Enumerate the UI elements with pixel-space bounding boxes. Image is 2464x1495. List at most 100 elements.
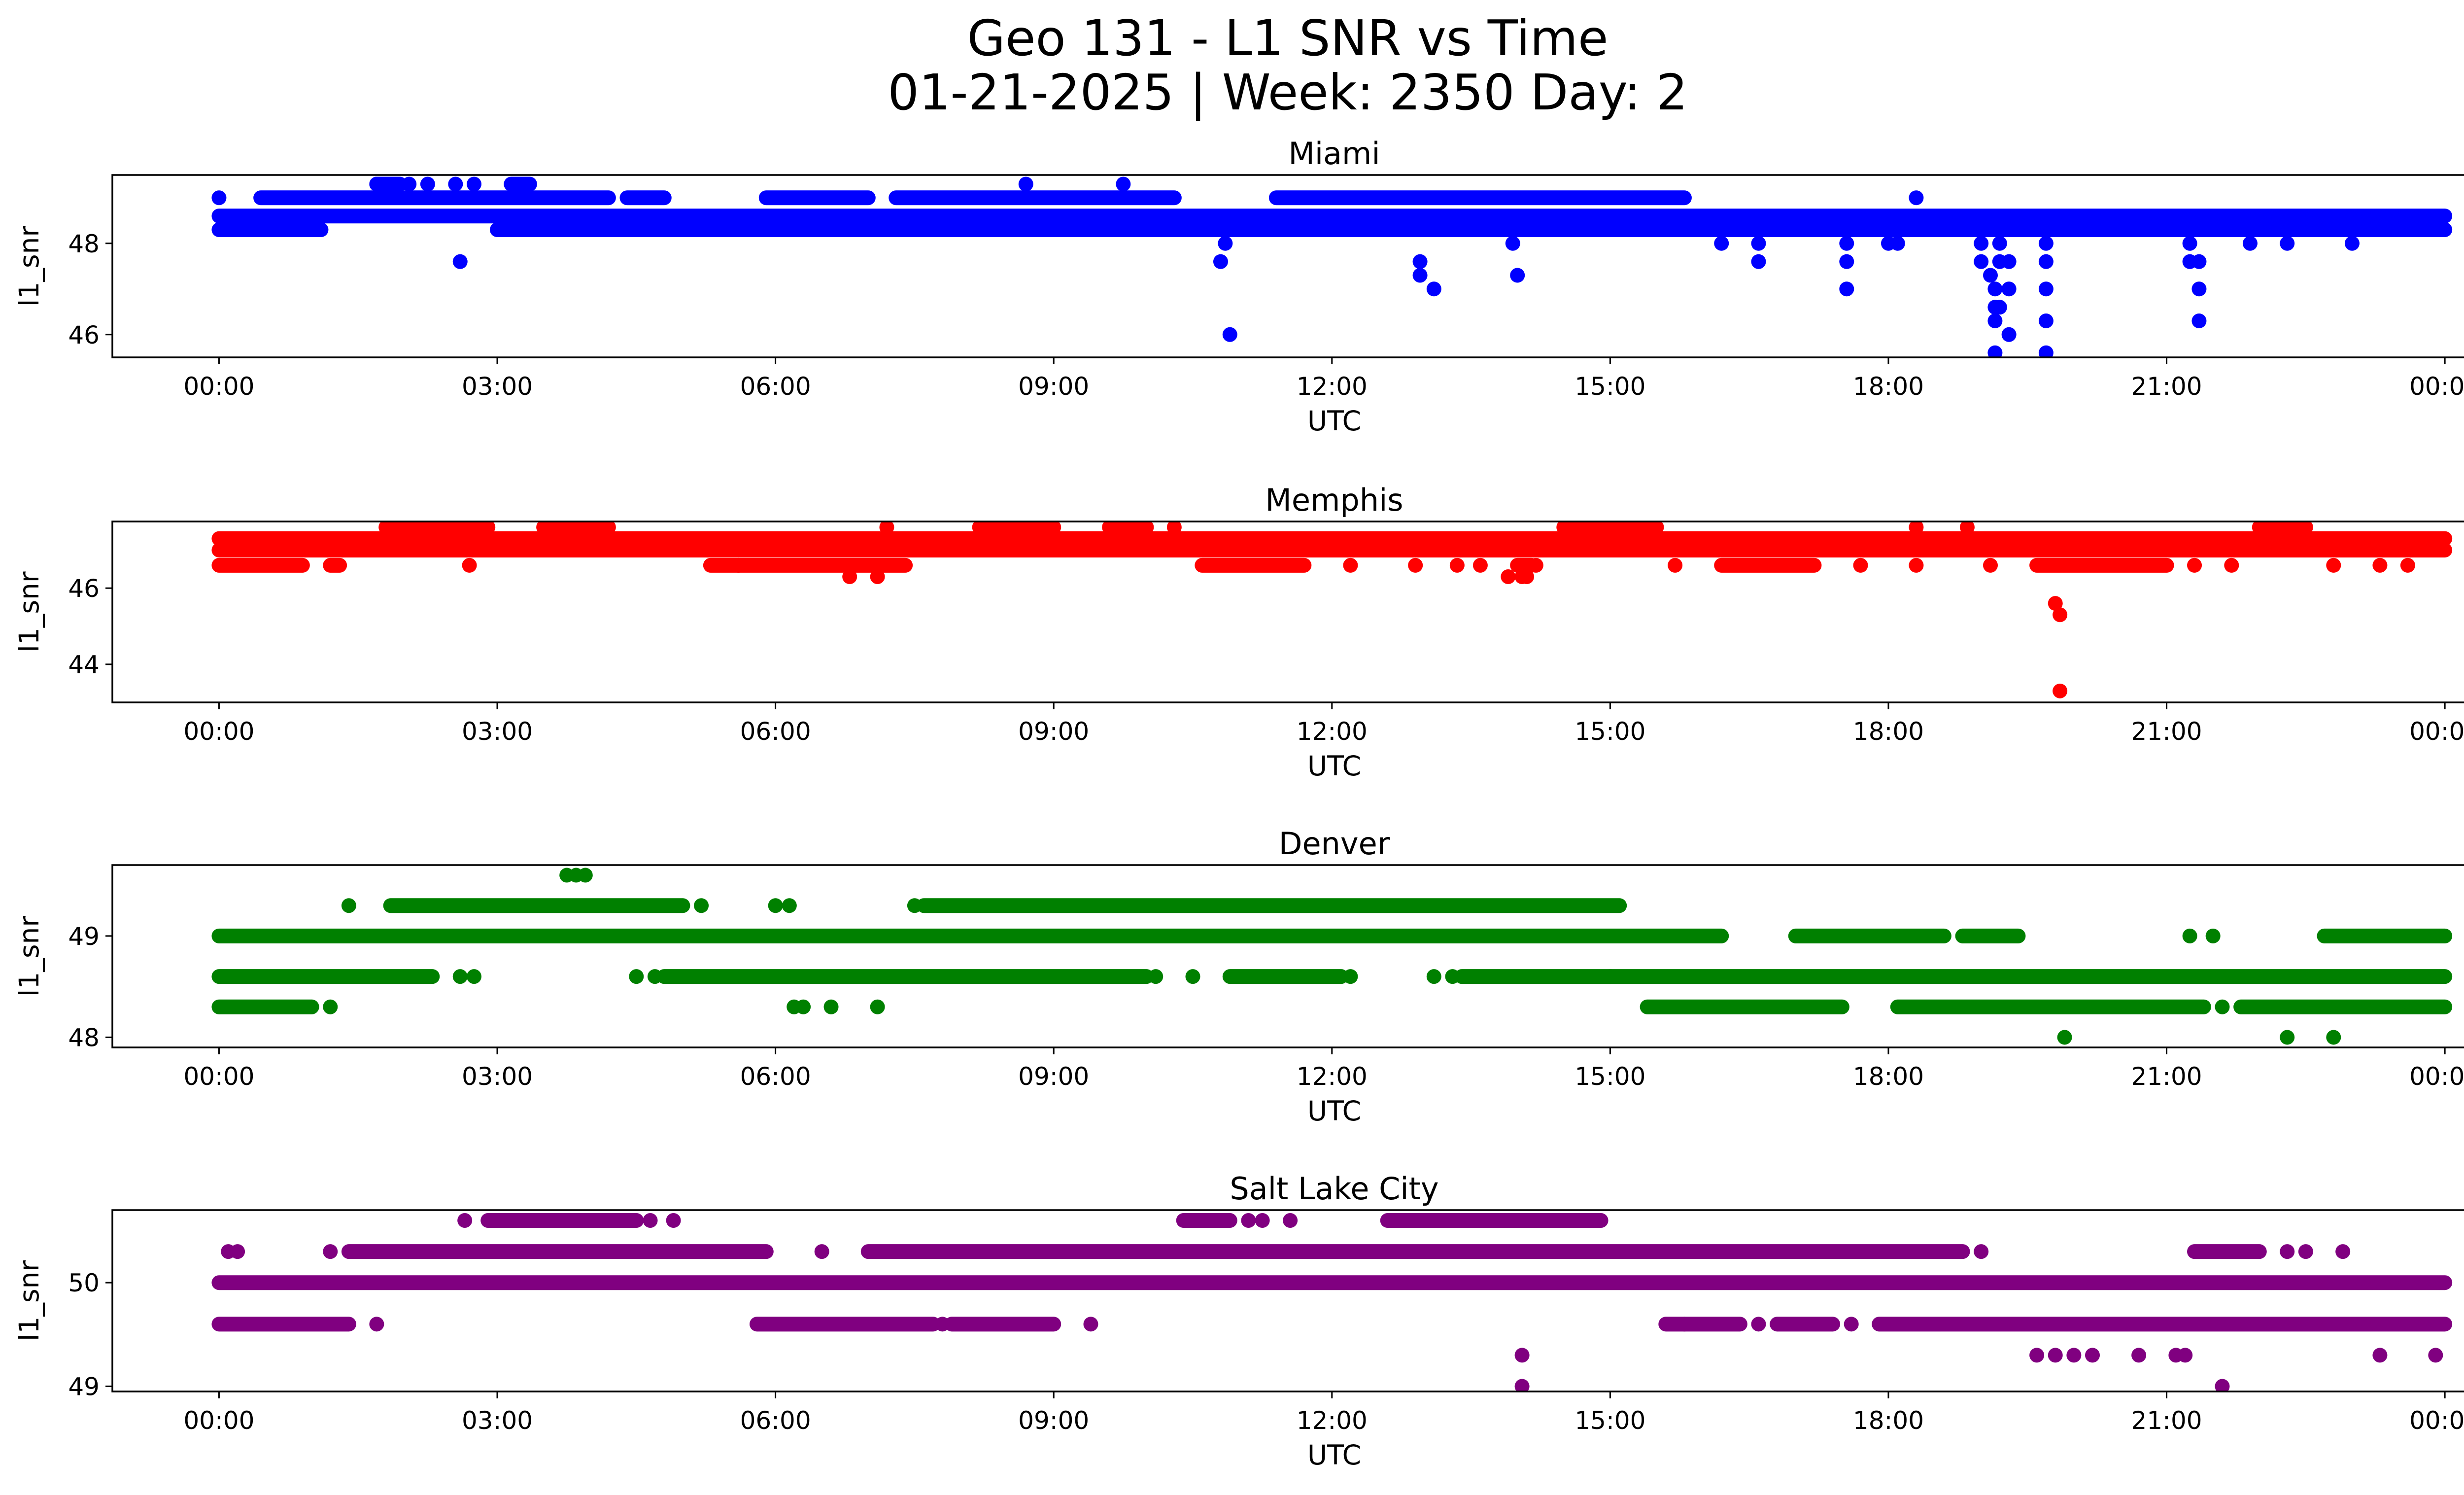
data-point — [462, 557, 477, 573]
data-point — [2372, 557, 2388, 573]
data-point — [2187, 557, 2202, 573]
data-point — [2038, 236, 2053, 251]
point-cluster — [2233, 999, 2453, 1014]
data-point — [1213, 254, 1228, 269]
data-point — [2191, 313, 2207, 328]
data-point — [1751, 236, 1766, 251]
data-point — [1222, 327, 1237, 342]
data-point — [870, 569, 885, 585]
data-point — [2182, 236, 2197, 251]
data-point — [2182, 928, 2197, 943]
point-cluster — [981, 522, 1061, 535]
point-cluster — [253, 190, 616, 206]
data-point — [694, 898, 709, 913]
data-point — [1909, 190, 1924, 206]
data-point — [1514, 1379, 1530, 1391]
point-cluster — [211, 928, 1729, 943]
data-point — [517, 176, 533, 192]
point-cluster — [211, 222, 329, 237]
data-point — [1018, 176, 1033, 192]
data-point — [2326, 1030, 2341, 1045]
data-point — [1987, 281, 2003, 297]
data-point — [2066, 1348, 2082, 1363]
data-point — [448, 176, 463, 192]
point-cluster — [1788, 928, 1951, 943]
data-point — [1844, 1317, 1859, 1332]
data-point — [2224, 557, 2239, 573]
x-tick-label: 09:00 — [1018, 1062, 1089, 1091]
x-tick-label: 06:00 — [740, 717, 811, 746]
x-tick-label: 00:00 — [183, 717, 254, 746]
point-cluster — [490, 222, 2453, 237]
point-cluster — [1380, 1213, 1608, 1228]
point-cluster — [1176, 1213, 1237, 1228]
data-point — [1974, 1244, 1989, 1259]
data-point — [1116, 176, 1131, 192]
panel-miami: Miami 00:00 03:00 06:00 09:00 12:00 15:00 18:00… — [13, 136, 2464, 437]
data-point — [211, 190, 227, 206]
x-tick-label: 18:00 — [1853, 717, 1924, 746]
point-cluster — [1890, 999, 2211, 1014]
data-point — [2029, 1348, 2045, 1363]
data-point — [935, 1317, 950, 1332]
data-point — [1751, 1317, 1766, 1332]
point-cluster — [383, 898, 690, 913]
data-point — [666, 1213, 681, 1228]
data-point — [1472, 557, 1488, 573]
data-point — [341, 898, 356, 913]
point-cluster — [323, 557, 347, 573]
data-point — [1983, 268, 1998, 283]
point-cluster — [1102, 522, 1154, 535]
x-tick-label: 21:00 — [2131, 372, 2202, 401]
point-cluster — [211, 531, 2453, 546]
x-tick-label: 03:00 — [462, 1062, 533, 1091]
data-point — [814, 1244, 829, 1259]
point-cluster — [2029, 557, 2174, 573]
y-tick-label: 49 — [68, 1372, 100, 1401]
point-cluster — [2317, 928, 2453, 943]
data-point — [1890, 236, 1905, 251]
figure-title-line2: 01-21-2025 | Week: 2350 Day: 2 — [888, 64, 1687, 121]
data-point — [1241, 1213, 1256, 1228]
data-point — [1343, 557, 1358, 573]
data-point — [1445, 969, 1460, 984]
subplots: Miami 00:00 03:00 06:00 09:00 12:00 15:00 18:00… — [13, 136, 2464, 1471]
x-tick-label: 06:00 — [740, 372, 811, 401]
data-point — [2215, 1379, 2230, 1391]
series-points — [211, 176, 2453, 357]
x-tick-label: 06:00 — [740, 1062, 811, 1091]
point-cluster — [378, 522, 496, 535]
point-cluster — [1454, 969, 1618, 984]
point-cluster — [619, 190, 672, 206]
x-tick-label: 00:00 — [183, 372, 254, 401]
data-point — [2048, 596, 2063, 611]
point-cluster — [211, 557, 310, 573]
point-cluster — [1770, 1317, 1841, 1332]
data-point — [1083, 1317, 1098, 1332]
x-tick-label: 18:00 — [1853, 372, 1924, 401]
data-point — [647, 969, 662, 984]
data-point — [782, 898, 797, 913]
data-point — [466, 969, 481, 984]
data-point — [1677, 1317, 1692, 1332]
data-point — [2191, 281, 2207, 297]
data-point — [2057, 1030, 2072, 1045]
data-point — [2242, 236, 2258, 251]
point-cluster — [1640, 999, 1849, 1014]
data-point — [1501, 569, 1516, 585]
data-point — [1218, 236, 1233, 251]
data-point — [1974, 236, 1989, 251]
data-point — [1668, 557, 1683, 573]
data-point — [768, 898, 783, 913]
x-tick-label: 03:00 — [462, 1406, 533, 1435]
data-point — [466, 176, 481, 192]
data-point — [1992, 236, 2007, 251]
x-tick-label: 18:00 — [1853, 1062, 1924, 1091]
data-point — [2326, 557, 2341, 573]
series-points — [211, 868, 2453, 1045]
point-cluster — [1195, 557, 1312, 573]
x-tick-label: 09:00 — [1018, 1406, 1089, 1435]
point-cluster — [656, 969, 1154, 984]
data-point — [1909, 522, 1924, 535]
point-cluster — [1268, 190, 1692, 206]
